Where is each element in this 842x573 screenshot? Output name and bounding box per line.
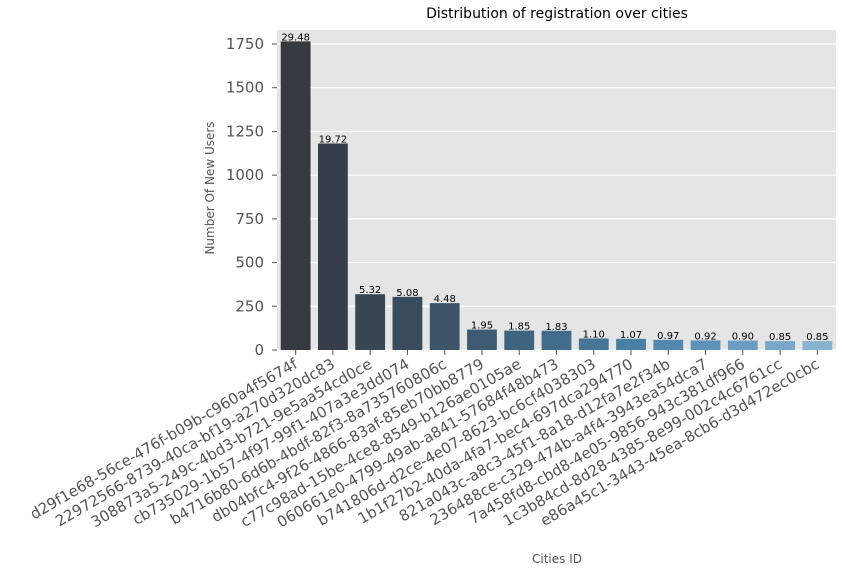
- y-tick-label: 1000: [226, 166, 264, 184]
- data-label: 0.97: [657, 331, 679, 342]
- data-label: 29.48: [281, 32, 310, 43]
- bar: [578, 338, 609, 350]
- y-tick-label: 0: [254, 341, 264, 359]
- data-label: 5.32: [359, 285, 381, 296]
- bar: [727, 340, 758, 350]
- bar: [392, 296, 423, 350]
- bar: [429, 303, 460, 350]
- data-label: 0.92: [694, 331, 716, 342]
- y-tick-label: 1250: [226, 122, 264, 140]
- bar: [653, 339, 684, 350]
- bar: [765, 341, 796, 350]
- bar: [317, 143, 348, 350]
- bar: [541, 330, 572, 350]
- x-axis-label: Cities ID: [532, 552, 582, 566]
- x-axis-ticks: d29f1e68-56ce-476f-b09b-c960a4f5674f2297…: [27, 350, 822, 531]
- data-label: 0.90: [732, 332, 754, 343]
- data-label: 0.85: [769, 332, 791, 343]
- bar: [504, 330, 535, 350]
- chart-title: Distribution of registration over cities: [426, 6, 688, 22]
- data-label: 1.95: [471, 321, 493, 332]
- data-label: 1.07: [620, 330, 642, 341]
- data-labels: 29.48 19.72 5.32 5.08 4.48 1.95 1.85 1.83 1.10 1.…: [281, 32, 828, 343]
- bar: [690, 340, 721, 350]
- data-label: 4.48: [434, 294, 456, 305]
- y-tick-label: 1500: [226, 79, 264, 97]
- y-tick-label: 1750: [226, 35, 264, 53]
- y-tick-label: 750: [235, 210, 264, 228]
- data-label: 1.10: [583, 329, 605, 340]
- data-label: 1.83: [545, 322, 567, 333]
- bar: [616, 338, 646, 350]
- data-label: 0.85: [806, 332, 828, 343]
- bar: [467, 329, 497, 350]
- data-label: 5.08: [396, 288, 418, 299]
- y-axis-ticks: 0 250 500 750 1000 1250 1500 1750: [226, 35, 277, 359]
- bars: [280, 41, 833, 350]
- y-axis-label: Number Of New Users: [203, 121, 217, 254]
- bar: [802, 341, 833, 350]
- bar: [355, 294, 386, 350]
- bar: [280, 41, 311, 350]
- data-label: 19.72: [319, 134, 348, 145]
- data-label: 1.85: [508, 322, 530, 333]
- y-tick-label: 500: [235, 254, 264, 272]
- y-tick-label: 250: [235, 297, 264, 315]
